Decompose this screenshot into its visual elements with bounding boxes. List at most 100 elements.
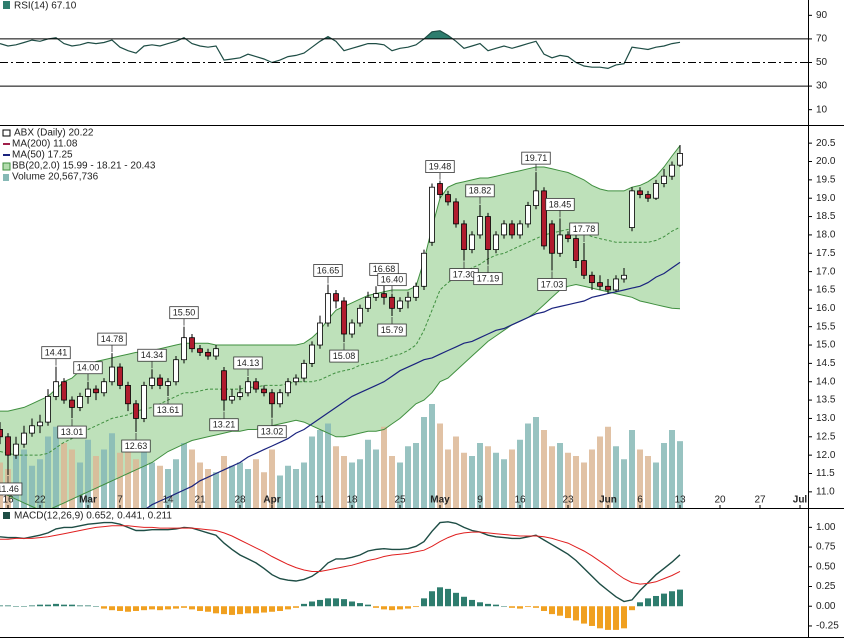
volume-bar xyxy=(317,430,323,508)
annotation-label: 15.79 xyxy=(381,325,404,335)
histogram-bar xyxy=(157,606,163,611)
volume-bar xyxy=(381,426,387,508)
histogram-bar xyxy=(5,605,11,607)
x-tick-label: 9 xyxy=(477,495,483,506)
histogram-bar xyxy=(21,606,27,607)
histogram-bar xyxy=(461,596,467,607)
legend-entry: MACD(12,26,9) 0.652, xyxy=(14,511,114,522)
histogram-bar xyxy=(261,606,267,613)
histogram-bar xyxy=(221,606,227,615)
candle-body xyxy=(245,381,251,394)
volume-bar xyxy=(117,452,123,508)
volume-bar xyxy=(469,456,475,508)
histogram-bar xyxy=(517,606,523,609)
volume-bar xyxy=(277,475,283,508)
candle-body xyxy=(149,377,155,386)
candle-body xyxy=(189,337,195,350)
legend-entry: MA(50) 17.25 xyxy=(12,150,73,161)
candle-body xyxy=(565,234,571,239)
histogram-bar xyxy=(277,606,283,611)
volume-bar xyxy=(93,456,99,508)
annotation-label: 19.48 xyxy=(429,161,452,171)
annotation-label: 14.00 xyxy=(77,363,100,373)
annotation-label: 13.61 xyxy=(157,405,180,415)
rsi-line xyxy=(0,30,681,70)
volume-bar xyxy=(629,430,635,508)
histogram-bar xyxy=(661,593,667,607)
annotation-label: 13.01 xyxy=(61,427,84,437)
candle-body xyxy=(133,403,139,419)
y-tick-label: 19.0 xyxy=(816,193,836,204)
annotation-label: 15.08 xyxy=(333,351,356,361)
histogram-bar xyxy=(605,606,611,630)
x-tick-label: Mar xyxy=(79,495,97,506)
histogram-bar xyxy=(509,606,515,608)
volume-bar xyxy=(429,404,435,508)
x-tick-label: 21 xyxy=(194,495,206,506)
volume-bar xyxy=(621,459,627,508)
candle-body xyxy=(389,296,395,309)
legend-entry: , 0.211 xyxy=(142,511,172,522)
annotation-label: 14.34 xyxy=(141,350,164,360)
histogram-bar xyxy=(581,606,587,624)
y-tick-label: 0.75 xyxy=(816,542,836,553)
candle-body xyxy=(373,293,379,298)
volume-bar xyxy=(197,462,203,508)
bollinger-lower xyxy=(0,283,681,508)
histogram-bar xyxy=(205,606,211,612)
histogram-bar xyxy=(357,603,363,607)
candle-body xyxy=(53,381,59,397)
legend-entry: MA(200) 11.08 xyxy=(12,139,78,150)
candle-body xyxy=(533,190,539,206)
volume-bar xyxy=(221,456,227,508)
candle-body xyxy=(669,164,675,177)
candle-body xyxy=(101,381,107,394)
annotation-label: 16.68 xyxy=(373,264,396,274)
volume-bar xyxy=(389,456,395,508)
candle-body xyxy=(37,421,43,427)
candle-body xyxy=(213,348,219,357)
volume-bar xyxy=(53,426,59,508)
y-tick-label: 14.5 xyxy=(816,358,836,369)
histogram-bar xyxy=(453,592,459,607)
candle-body xyxy=(637,190,643,195)
y-tick-label: 16.5 xyxy=(816,285,836,296)
candle-body xyxy=(445,194,451,203)
y-tick-label: 12.5 xyxy=(816,431,836,442)
histogram-bar xyxy=(301,603,307,607)
y-tick-label: 14.0 xyxy=(816,376,836,387)
candle-body xyxy=(45,396,51,423)
candle-body xyxy=(549,223,555,254)
volume-bar xyxy=(333,446,339,508)
candle-body xyxy=(109,366,115,383)
histogram-bar xyxy=(669,591,675,607)
x-tick-label: 16 xyxy=(514,495,526,506)
histogram-bar xyxy=(541,606,547,611)
y-tick-label: 11.5 xyxy=(816,468,835,479)
histogram-bar xyxy=(0,605,3,607)
histogram-bar xyxy=(133,606,139,611)
candle-body xyxy=(301,362,307,379)
volume-bar xyxy=(397,462,403,508)
histogram-bar xyxy=(477,602,483,607)
candle-body xyxy=(349,322,355,335)
x-tick-label: 20 xyxy=(714,495,726,506)
x-tick-label: 14 xyxy=(162,495,174,506)
histogram-bar xyxy=(77,605,83,607)
volume-bar xyxy=(573,456,579,508)
histogram-bar xyxy=(285,606,291,610)
candle-body xyxy=(309,344,315,364)
y-tick-label: 17.5 xyxy=(816,248,836,259)
annotation-label: 19.71 xyxy=(525,153,548,163)
annotation-label: 18.82 xyxy=(469,186,492,196)
candle-body xyxy=(437,183,443,195)
volume-bar xyxy=(85,439,91,508)
annotation-label: 13.21 xyxy=(213,420,236,430)
histogram-bar xyxy=(109,606,115,611)
candle-body xyxy=(517,223,523,236)
x-tick-label: 27 xyxy=(754,495,766,506)
x-tick-label: Jul xyxy=(793,495,808,506)
histogram-bar xyxy=(637,602,643,607)
histogram-bar xyxy=(101,606,107,609)
candle-body xyxy=(61,381,67,401)
